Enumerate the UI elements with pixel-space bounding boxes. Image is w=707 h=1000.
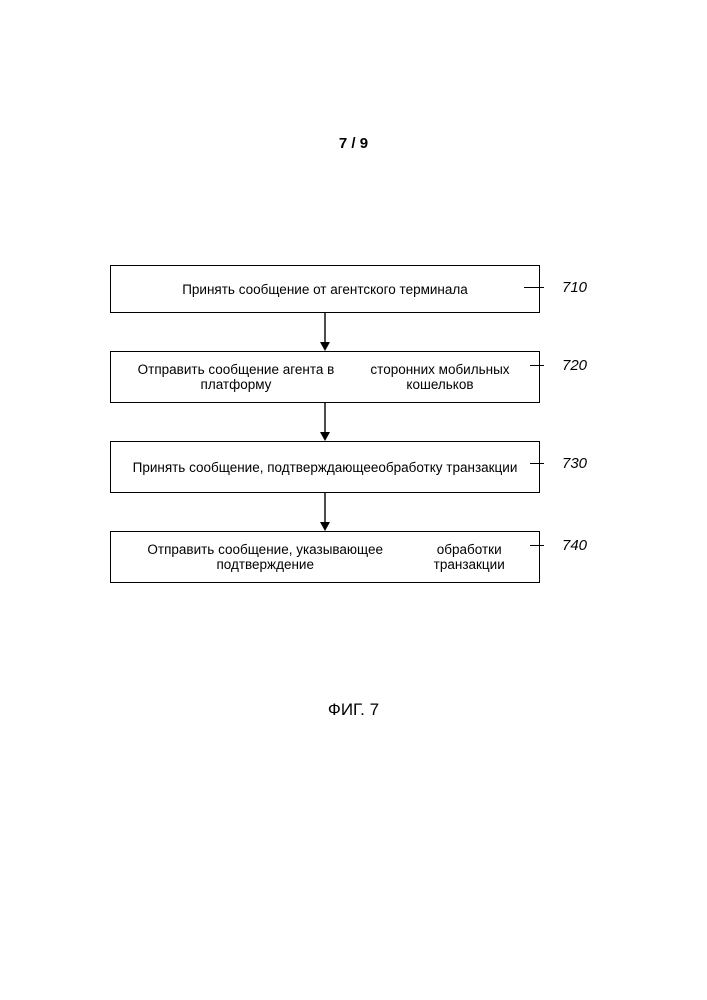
ref-number: 720 [562, 357, 587, 374]
flow-box-text: Отправить сообщение агента в платформу [121, 362, 351, 392]
flow-box-text: Отправить сообщение, указывающее подтвер… [121, 542, 409, 572]
page-number: 7 / 9 [0, 135, 707, 152]
flow-box: Принять сообщение от агентского терминал… [110, 265, 540, 313]
flow-box-text: Принять сообщение, подтверждающее [133, 460, 379, 475]
ref-tick [530, 365, 544, 366]
ref-tick [530, 545, 544, 546]
flow-step: Отправить сообщение, указывающее подтвер… [110, 531, 610, 583]
ref-number: 730 [562, 455, 587, 472]
flow-box-text: сторонних мобильных кошельков [351, 362, 529, 392]
flow-arrow [110, 493, 540, 531]
flow-step: Принять сообщение от агентского терминал… [110, 265, 610, 313]
page: 7 / 9 Принять сообщение от агентского те… [0, 0, 707, 1000]
flow-step: Принять сообщение, подтверждающееобработ… [110, 441, 610, 493]
flow-box-text: обработки транзакции [409, 542, 529, 572]
figure-label: ФИГ. 7 [0, 700, 707, 720]
ref-tick [524, 287, 544, 288]
flow-arrow [110, 403, 540, 441]
flow-arrow [110, 313, 540, 351]
flow-box: Отправить сообщение агента в платформуст… [110, 351, 540, 403]
ref-tick [530, 463, 544, 464]
flow-step: Отправить сообщение агента в платформуст… [110, 351, 610, 403]
flow-box: Отправить сообщение, указывающее подтвер… [110, 531, 540, 583]
flow-box: Принять сообщение, подтверждающееобработ… [110, 441, 540, 493]
ref-number: 740 [562, 537, 587, 554]
flow-box-text: Принять сообщение от агентского терминал… [182, 282, 468, 297]
ref-number: 710 [562, 279, 587, 296]
flow-box-text: обработку транзакции [378, 460, 517, 475]
flowchart: Принять сообщение от агентского терминал… [110, 265, 610, 583]
